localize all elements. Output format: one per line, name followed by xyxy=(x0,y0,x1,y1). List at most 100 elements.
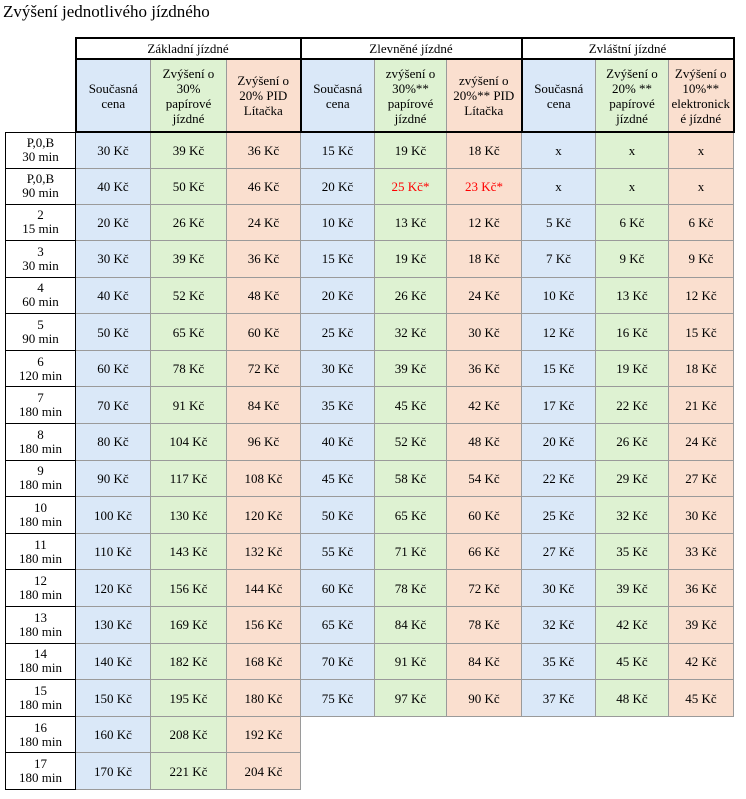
price-cell: 110 Kč xyxy=(75,532,151,571)
table-row: 10 180 min 100 Kč 130 Kč 120 Kč 50 Kč 65 Kč 60 … xyxy=(5,496,734,534)
table-row: 13 180 min 130 Kč 169 Kč 156 Kč 65 Kč 84 Kč 78 … xyxy=(5,606,734,644)
price-cell: 192 Kč xyxy=(226,715,301,754)
price-cell: 26 Kč xyxy=(374,276,447,315)
price-cell: 78 Kč xyxy=(150,349,227,388)
zone-label: 15 xyxy=(34,683,47,699)
table-row: 11 180 min 110 Kč 143 Kč 132 Kč 55 Kč 71 Kč 66 … xyxy=(5,532,734,571)
price-cell: x xyxy=(521,131,596,169)
empty-cell xyxy=(522,753,596,790)
price-cell: 72 Kč xyxy=(446,569,522,608)
table-row: 15 180 min 150 Kč 195 Kč 180 Kč 75 Kč 97 Kč 90 … xyxy=(5,679,734,717)
zone-label: 5 xyxy=(37,317,44,333)
column-header-line: 30% xyxy=(176,80,201,96)
price-cell: 60 Kč xyxy=(75,349,151,388)
column-header: Zvýšení o 20% PID Lítačka xyxy=(226,58,302,133)
price-cell: 18 Kč xyxy=(668,349,734,388)
zone-label: 30 min xyxy=(22,257,59,273)
price-cell: 97 Kč xyxy=(374,679,447,717)
zone-label: 16 xyxy=(34,719,47,735)
column-header-line: papírové xyxy=(609,95,655,111)
price-cell: 17 Kč xyxy=(521,386,596,425)
price-cell: 169 Kč xyxy=(150,606,227,644)
zone-label: 14 xyxy=(34,646,47,662)
column-header: Současná cena xyxy=(74,58,151,133)
zone-cell: P,0,B 90 min xyxy=(5,167,76,205)
page-title: Zvýšení jednotlivého jízdného xyxy=(3,2,210,21)
price-cell: 91 Kč xyxy=(150,386,227,425)
zone-cell: 13 180 min xyxy=(5,606,76,644)
price-cell: 13 Kč xyxy=(595,276,669,315)
price-cell: 27 Kč xyxy=(668,459,734,498)
price-cell: 65 Kč xyxy=(150,313,227,351)
price-cell: 70 Kč xyxy=(75,386,151,425)
empty-cell xyxy=(301,716,375,753)
price-cell: 143 Kč xyxy=(150,532,227,571)
column-header-line: cena xyxy=(101,95,126,111)
zone-cell: 14 180 min xyxy=(5,642,76,681)
zone-label: 6 xyxy=(37,353,44,369)
price-cell: 39 Kč xyxy=(595,569,669,608)
corner-cell xyxy=(6,38,76,59)
price-cell: 5 Kč xyxy=(521,203,596,242)
table-row: 9 180 min 90 Kč 117 Kč 108 Kč 45 Kč 58 Kč 54 Kč… xyxy=(5,459,734,498)
zone-label: 180 min xyxy=(19,477,62,493)
price-cell: 130 Kč xyxy=(75,606,151,644)
price-cell: 15 Kč xyxy=(300,240,375,278)
price-cell: 19 Kč xyxy=(374,131,447,169)
price-cell: 12 Kč xyxy=(521,313,596,351)
price-cell: 35 Kč xyxy=(595,532,669,571)
price-cell: 90 Kč xyxy=(75,459,151,498)
price-cell: 10 Kč xyxy=(521,276,596,315)
price-cell: 45 Kč xyxy=(668,679,734,717)
zone-cell: 7 180 min xyxy=(5,386,76,425)
empty-cell xyxy=(447,753,522,790)
column-header-line: 30%** xyxy=(392,80,429,96)
price-cell: 160 Kč xyxy=(75,715,151,754)
table-row: 2 15 min 20 Kč 26 Kč 24 Kč 10 Kč 13 Kč 12 Kč 5 K… xyxy=(5,203,734,242)
price-cell: 208 Kč xyxy=(150,715,227,754)
group-header-special: Zvláštní jízdné xyxy=(520,37,735,60)
price-cell: 96 Kč xyxy=(226,423,301,461)
price-cell: 90 Kč xyxy=(446,679,522,717)
price-cell: 50 Kč xyxy=(150,167,227,205)
zone-cell: 9 180 min xyxy=(5,459,76,498)
price-cell: 65 Kč xyxy=(374,496,447,534)
table-row: 8 180 min 80 Kč 104 Kč 96 Kč 40 Kč 52 Kč 48 Kč 2… xyxy=(5,423,734,461)
price-cell: 42 Kč xyxy=(668,642,734,681)
column-header-line: é jízdné xyxy=(680,110,722,126)
price-cell: 84 Kč xyxy=(374,606,447,644)
zone-label: 180 min xyxy=(19,550,62,566)
price-cell: 60 Kč xyxy=(300,569,375,608)
price-cell: x xyxy=(595,131,669,169)
table-row: 4 60 min 40 Kč 52 Kč 48 Kč 20 Kč 26 Kč 24 Kč 10 … xyxy=(5,276,734,315)
price-cell: 24 Kč xyxy=(446,276,522,315)
price-cell: 40 Kč xyxy=(75,276,151,315)
price-cell: 170 Kč xyxy=(75,752,151,790)
price-cell: 22 Kč xyxy=(521,459,596,498)
zone-label: 180 min xyxy=(19,404,62,420)
price-cell: 21 Kč xyxy=(668,386,734,425)
price-cell: 27 Kč xyxy=(521,532,596,571)
price-cell: 45 Kč xyxy=(595,642,669,681)
column-header: Současná cena xyxy=(299,58,375,133)
price-cell: 24 Kč xyxy=(668,423,734,461)
price-cell: 29 Kč xyxy=(595,459,669,498)
price-cell: 20 Kč xyxy=(300,167,375,205)
empty-cell xyxy=(596,716,669,753)
zone-label: P,0,B xyxy=(26,171,55,186)
table-row: 6 120 min 60 Kč 78 Kč 72 Kč 30 Kč 39 Kč 36 Kč 15… xyxy=(5,349,734,388)
zone-cell: 11 180 min xyxy=(5,532,76,571)
price-cell: 78 Kč xyxy=(374,569,447,608)
price-cell: 156 Kč xyxy=(226,606,301,644)
zone-label: 7 xyxy=(37,390,44,406)
price-cell: 80 Kč xyxy=(75,423,151,461)
price-cell: 19 Kč xyxy=(374,240,447,278)
column-header-line: 20%** PID xyxy=(453,88,515,103)
price-cell: 60 Kč xyxy=(226,313,301,351)
table-row: P,0,B 30 min 30 Kč 39 Kč 36 Kč 15 Kč 19 Kč 18 K… xyxy=(5,131,734,169)
zone-cell: 4 60 min xyxy=(5,276,76,315)
price-cell: 32 Kč xyxy=(521,606,596,644)
price-cell: 140 Kč xyxy=(75,642,151,681)
zone-label: 180 min xyxy=(19,587,62,603)
column-header-line: Zvýšení o xyxy=(606,65,658,81)
